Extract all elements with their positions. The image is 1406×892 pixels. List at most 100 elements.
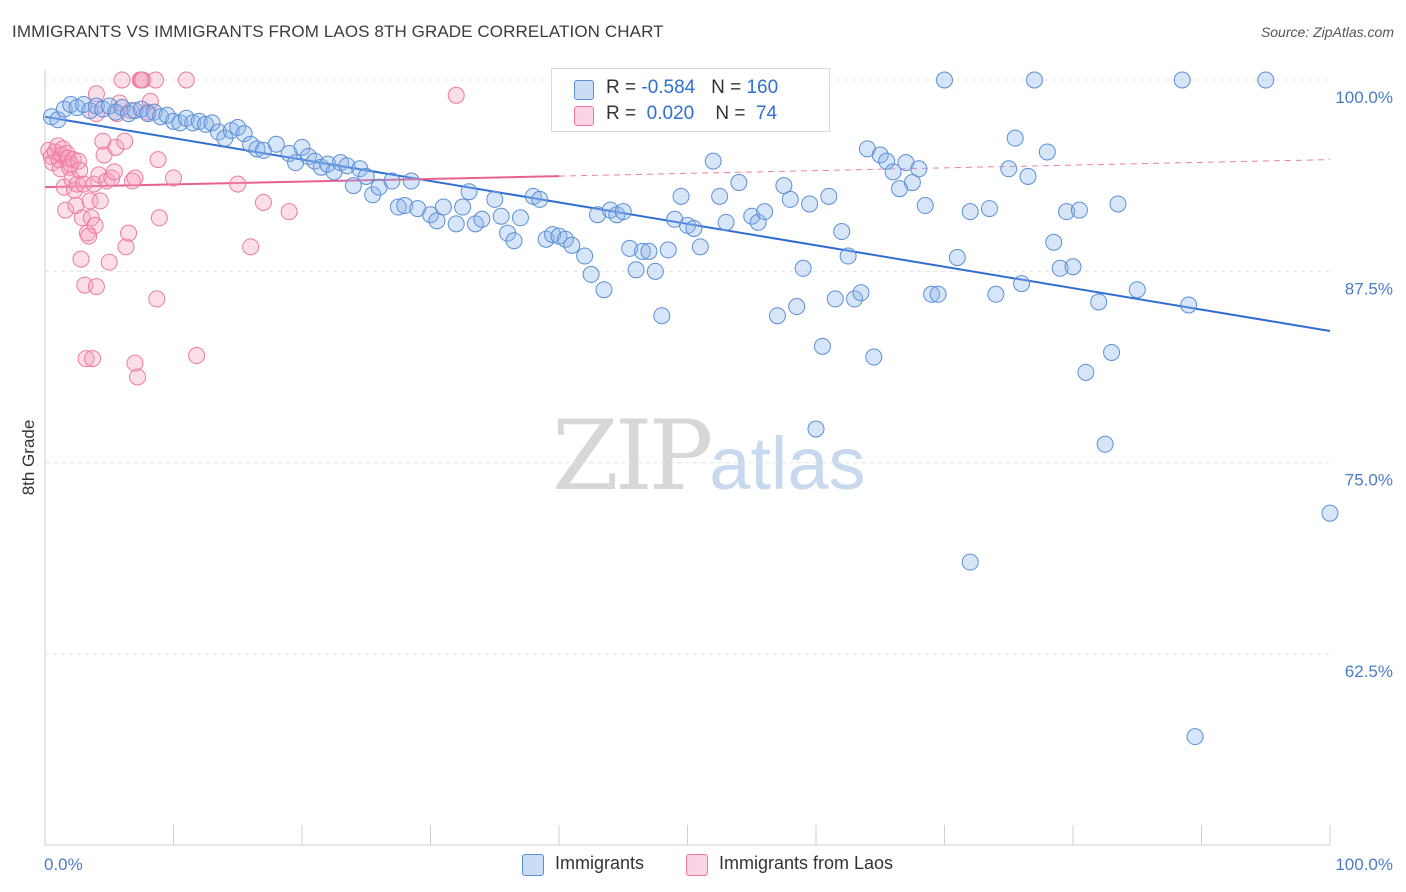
- point-immigrants: [544, 226, 562, 244]
- point-immigrants: [717, 213, 735, 231]
- point-immigrants: [158, 106, 176, 124]
- point-laos: [105, 163, 123, 181]
- point-immigrants: [556, 230, 574, 248]
- point-immigrants: [422, 206, 439, 224]
- point-immigrants: [402, 172, 420, 190]
- point-laos: [81, 192, 99, 210]
- point-immigrants: [961, 553, 979, 571]
- point-immigrants: [929, 285, 947, 303]
- point-immigrants: [1058, 203, 1076, 221]
- point-laos: [134, 71, 152, 89]
- point-immigrants: [1180, 296, 1198, 314]
- point-immigrants: [910, 160, 928, 178]
- point-immigrants: [1103, 343, 1121, 361]
- point-laos: [188, 347, 206, 365]
- point-immigrants: [165, 112, 182, 130]
- point-immigrants: [788, 298, 806, 316]
- point-immigrants: [839, 247, 857, 265]
- point-immigrants: [685, 219, 703, 237]
- point-immigrants: [1321, 504, 1339, 522]
- point-immigrants: [389, 198, 407, 216]
- point-laos: [116, 132, 134, 150]
- point-immigrants: [576, 247, 594, 265]
- point-laos: [113, 71, 131, 89]
- point-immigrants: [197, 115, 215, 133]
- point-immigrants: [1109, 195, 1127, 213]
- point-immigrants: [1090, 293, 1108, 311]
- point-laos: [100, 253, 118, 271]
- point-immigrants: [672, 187, 690, 205]
- point-laos: [86, 216, 104, 234]
- x-tick-label: 100.0%: [1335, 855, 1393, 874]
- point-laos: [87, 85, 105, 103]
- point-immigrants: [248, 140, 266, 158]
- point-laos: [57, 201, 75, 219]
- point-immigrants: [1006, 129, 1024, 147]
- legend-label: Immigrants: [555, 853, 645, 873]
- point-immigrants: [807, 420, 825, 438]
- point-immigrants: [511, 209, 529, 227]
- point-laos: [117, 238, 135, 256]
- point-laos: [72, 250, 90, 268]
- point-immigrants: [344, 177, 362, 195]
- point-immigrants: [75, 95, 93, 113]
- point-immigrants: [357, 167, 375, 185]
- point-immigrants: [813, 337, 831, 355]
- point-immigrants: [492, 207, 510, 225]
- point-immigrants: [203, 114, 221, 132]
- point-laos: [85, 175, 103, 193]
- point-laos: [75, 175, 93, 193]
- point-immigrants: [1013, 275, 1031, 293]
- watermark-atlas: atlas: [709, 422, 866, 505]
- legend-swatch-blue: [574, 80, 594, 100]
- point-immigrants: [903, 174, 921, 192]
- chart-title: IMMIGRANTS VS IMMIGRANTS FROM LAOS 8TH G…: [12, 22, 664, 41]
- point-immigrants: [646, 262, 664, 280]
- point-immigrants: [775, 177, 793, 195]
- point-laos: [77, 350, 95, 368]
- point-laos: [229, 175, 247, 193]
- point-laos: [126, 354, 144, 372]
- point-immigrants: [1000, 160, 1018, 178]
- point-immigrants: [454, 198, 472, 216]
- y-tick-label: 75.0%: [1345, 471, 1393, 490]
- point-laos: [123, 172, 141, 190]
- point-immigrants: [473, 210, 491, 228]
- point-immigrants: [428, 212, 446, 230]
- point-immigrants: [306, 152, 324, 170]
- point-laos: [107, 138, 125, 156]
- point-laos: [71, 161, 89, 179]
- point-immigrants: [846, 290, 864, 308]
- point-laos: [129, 368, 147, 386]
- point-laos: [68, 175, 86, 193]
- point-immigrants: [691, 238, 709, 256]
- point-immigrants: [582, 265, 600, 283]
- point-immigrants: [961, 203, 979, 221]
- point-immigrants: [209, 123, 227, 141]
- point-immigrants: [768, 307, 786, 325]
- point-immigrants: [505, 232, 523, 250]
- point-immigrants: [923, 285, 941, 303]
- point-immigrants: [711, 187, 729, 205]
- series-immigrants-points: [42, 71, 1339, 746]
- legend-row-laos: R = 0.020 N = 74: [574, 103, 777, 127]
- point-immigrants: [948, 249, 966, 267]
- point-immigrants: [756, 203, 774, 221]
- y-tick-label: 62.5%: [1345, 662, 1393, 681]
- point-immigrants: [730, 174, 748, 192]
- point-immigrants: [826, 290, 844, 308]
- point-immigrants: [184, 114, 202, 132]
- point-laos: [80, 227, 98, 245]
- point-immigrants: [865, 348, 883, 366]
- legend-swatch-pink: [686, 854, 708, 876]
- y-tick-label: 100.0%: [1335, 88, 1393, 107]
- point-immigrants: [434, 198, 452, 216]
- point-immigrants: [871, 146, 889, 164]
- legend-swatch-pink: [574, 106, 594, 126]
- point-laos: [149, 151, 167, 169]
- point-immigrants: [293, 138, 311, 156]
- point-immigrants: [820, 187, 838, 205]
- trend-line-laos: [44, 175, 560, 189]
- point-immigrants: [100, 97, 118, 115]
- point-immigrants: [49, 111, 67, 129]
